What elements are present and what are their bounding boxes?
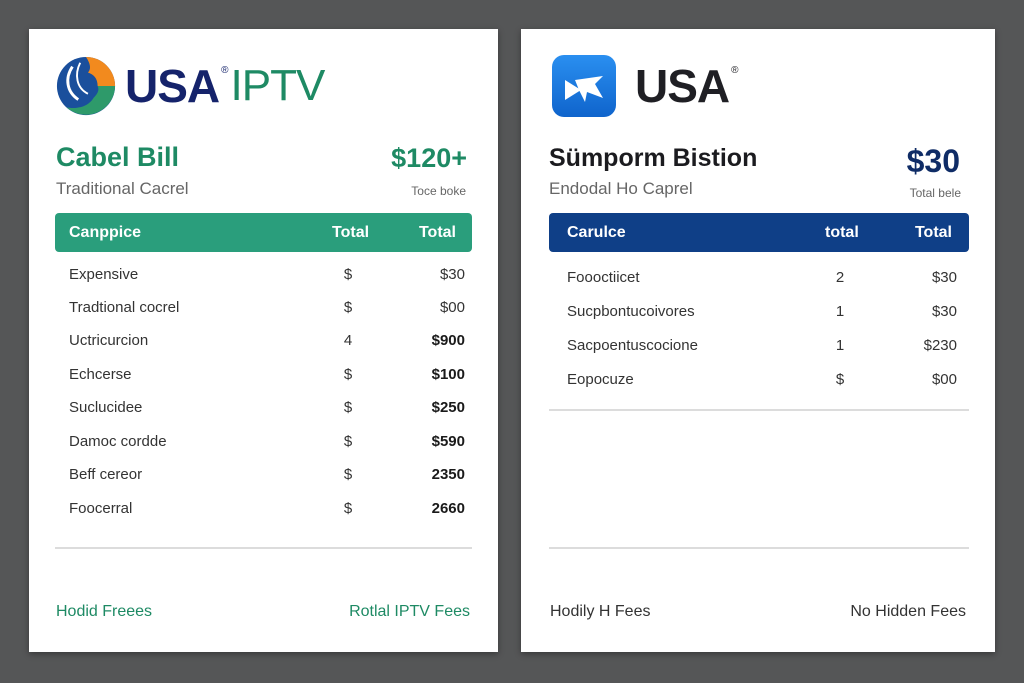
divider xyxy=(549,409,969,411)
divider xyxy=(55,547,472,549)
column-header-total-amount: Total xyxy=(914,224,952,241)
footer-hidden-fees-link[interactable]: Hodily H Fees xyxy=(550,603,651,620)
row-qty: $ xyxy=(343,433,353,450)
brand-iptv-text: IPTV xyxy=(230,61,326,110)
footer-total-iptv-fees-link[interactable]: Rotlal IPTV Fees xyxy=(349,603,470,620)
column-header-total: Total xyxy=(332,224,370,241)
card-title: Sümporm Bistion xyxy=(549,144,758,172)
row-amount: $30 xyxy=(931,269,957,286)
table-row: Eopocuze $ $00 xyxy=(567,371,957,395)
usa-iptv-logo: USA ® IPTV xyxy=(55,53,326,119)
row-qty: 2 xyxy=(835,269,845,286)
row-label: Eopocuze xyxy=(567,371,634,388)
row-label: Foocerral xyxy=(69,500,133,517)
row-amount: $590 xyxy=(431,433,465,450)
row-label: Sacpoentuscocione xyxy=(567,337,698,354)
registered-mark: ® xyxy=(221,64,229,76)
row-amount: 2350 xyxy=(431,466,465,483)
row-amount: $100 xyxy=(431,366,465,383)
table-header: Carulce total Total xyxy=(549,213,969,252)
card-subtitle: Endodal Ho Caprel xyxy=(549,179,693,198)
price-caption: Toce boke xyxy=(411,184,466,198)
price-value: $120+ xyxy=(391,143,467,173)
row-label: Uctricurcion xyxy=(69,332,149,349)
row-qty: $ xyxy=(343,500,353,517)
brand-usa-text: USA xyxy=(635,60,730,112)
table-row: Suclucidee $ $250 xyxy=(69,399,465,423)
column-header-total: total xyxy=(825,224,859,241)
row-amount: $250 xyxy=(431,399,465,416)
row-amount: $00 xyxy=(931,371,957,388)
divider xyxy=(549,547,969,549)
row-qty: $ xyxy=(835,371,845,388)
row-label: Tradtional cocrel xyxy=(69,299,180,316)
row-qty: $ xyxy=(343,266,353,283)
table-row: Expensive $ $30 xyxy=(69,266,465,290)
row-label: Expensive xyxy=(69,266,139,283)
row-amount: $230 xyxy=(923,337,957,354)
row-label: Sucpbontucoivores xyxy=(567,303,695,320)
usa-logo: USA ® xyxy=(551,53,739,119)
row-amount: $30 xyxy=(439,266,465,283)
registered-mark: ® xyxy=(731,64,739,76)
row-label: Suclucidee xyxy=(69,399,143,416)
row-qty: 1 xyxy=(835,303,845,320)
row-amount: 2660 xyxy=(431,500,465,517)
row-qty: 1 xyxy=(835,337,845,354)
row-amount: $00 xyxy=(439,299,465,316)
row-label: Beff cereor xyxy=(69,466,143,483)
brand-usa-text: USA xyxy=(125,60,220,112)
footer-hidden-fees-link[interactable]: Hodid Freees xyxy=(56,603,153,620)
cable-bill-card: USA ® IPTV Cabel Bill Traditional Cacrel… xyxy=(29,29,498,652)
row-qty: $ xyxy=(343,466,353,483)
price-caption: Total bele xyxy=(909,186,961,200)
card-subtitle: Traditional Cacrel xyxy=(56,179,189,198)
row-qty: 4 xyxy=(343,332,353,349)
table-header: Canppice Total Total xyxy=(55,213,472,252)
row-amount: $900 xyxy=(431,332,465,349)
table-row: Sucpbontucoivores 1 $30 xyxy=(567,303,957,327)
table-row: Sacpoentuscocione 1 $230 xyxy=(567,337,957,361)
row-label: Foooctiicet xyxy=(567,269,640,286)
table-row: Beff cereor $ 2350 xyxy=(69,466,465,490)
footer-no-hidden-fees-link[interactable]: No Hidden Fees xyxy=(850,603,966,620)
blue-app-tile-icon xyxy=(552,55,616,117)
row-label: Echcerse xyxy=(69,366,132,383)
swirl-globe-icon xyxy=(56,56,116,116)
row-qty: $ xyxy=(343,366,353,383)
table-row: Foooctiicet 2 $30 xyxy=(567,269,957,293)
table-row: Tradtional cocrel $ $00 xyxy=(69,299,465,323)
column-header-item: Carulce xyxy=(567,224,626,241)
row-qty: $ xyxy=(343,299,353,316)
row-label: Damoc cordde xyxy=(69,433,167,450)
table-row: Damoc cordde $ $590 xyxy=(69,433,465,457)
column-header-total-amount: Total xyxy=(418,224,456,241)
column-header-item: Canppice xyxy=(69,224,142,241)
card-title: Cabel Bill xyxy=(56,142,180,172)
subscription-card: USA ® Sümporm Bistion Endodal Ho Caprel … xyxy=(521,29,995,652)
table-row: Echcerse $ $100 xyxy=(69,366,465,390)
row-amount: $30 xyxy=(931,303,957,320)
table-row: Uctricurcion 4 $900 xyxy=(69,332,465,356)
row-qty: $ xyxy=(343,399,353,416)
price-value: $30 xyxy=(906,143,960,179)
table-row: Foocerral $ 2660 xyxy=(69,500,465,524)
